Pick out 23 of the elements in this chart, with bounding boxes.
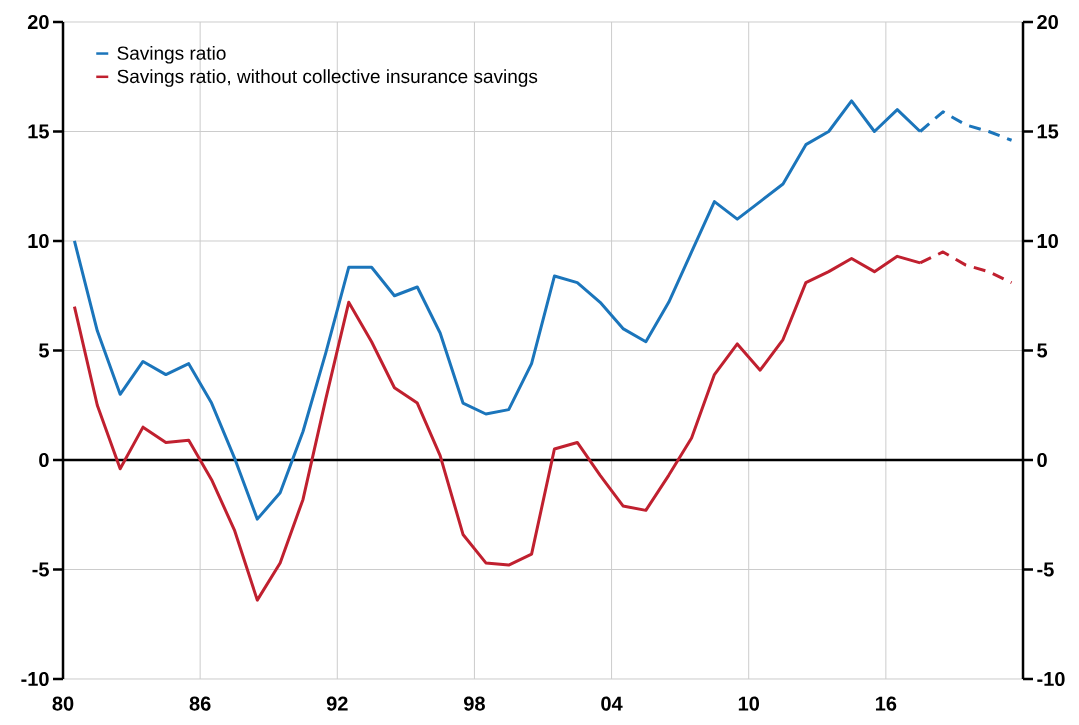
y2-tick-label: 0 [1037, 452, 1047, 468]
y2-tick-label: 15 [1037, 124, 1059, 139]
y2-tick-label: -5 [1037, 562, 1054, 577]
x-tick-label: 92 [326, 696, 348, 711]
y-tick-label: 5 [38, 343, 49, 358]
y-tick-label: 0 [39, 452, 49, 468]
y-tick-label: -10 [21, 671, 49, 687]
y-tick-label: 10 [28, 233, 49, 249]
x-tick-label: 10 [738, 696, 760, 711]
x-tick-label: 98 [464, 696, 485, 711]
y-tick-label: -5 [32, 562, 49, 577]
legend-label: Savings ratio, without collective insurance savings [117, 69, 538, 87]
y2-tick-label: -10 [1037, 671, 1065, 687]
y2-tick-label: 5 [1037, 343, 1048, 358]
y2-tick-label: 10 [1037, 233, 1058, 249]
x-tick-label: 16 [875, 696, 897, 711]
legend-label: Savings ratio [117, 45, 226, 64]
x-tick-label: 80 [52, 696, 74, 711]
y-tick-label: 20 [27, 14, 49, 30]
y-tick-label: 15 [28, 124, 49, 139]
x-tick-label: 86 [189, 696, 211, 711]
x-tick-label: 04 [601, 696, 623, 711]
y2-tick-label: 20 [1037, 14, 1058, 30]
